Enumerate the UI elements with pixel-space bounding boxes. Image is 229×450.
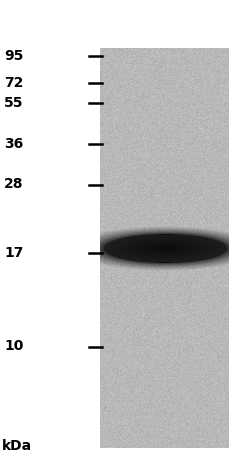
Text: 17: 17 <box>4 246 24 261</box>
Text: kDa: kDa <box>2 439 32 450</box>
Text: 36: 36 <box>4 137 23 151</box>
Text: 10: 10 <box>4 339 24 354</box>
Text: 95: 95 <box>4 49 24 63</box>
Text: 72: 72 <box>4 76 24 90</box>
Text: 55: 55 <box>4 95 24 110</box>
Text: 28: 28 <box>4 177 24 192</box>
